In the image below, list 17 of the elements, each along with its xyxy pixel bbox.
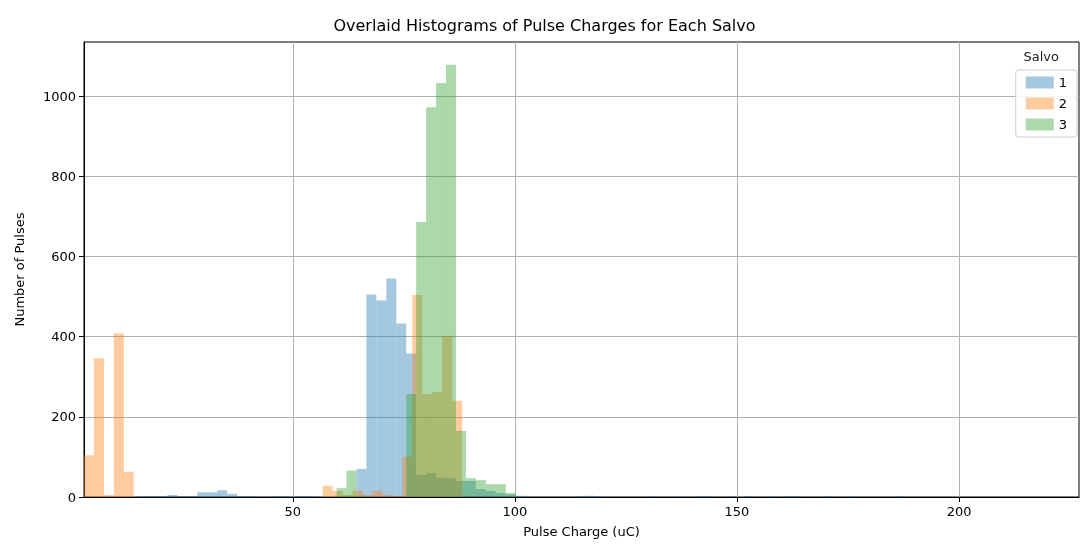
y-tick-label: 800: [51, 168, 76, 184]
legend-label: 3: [1058, 117, 1068, 132]
y-axis-title: Number of Pulses: [12, 212, 27, 327]
x-tick-label: 200: [946, 504, 972, 519]
x-tick-label: 50: [284, 504, 302, 519]
legend-title: Salvo: [1023, 49, 1060, 64]
x-tick-label: 100: [502, 504, 528, 519]
x-tick-label: 150: [724, 504, 750, 519]
y-tick-label: 400: [51, 329, 76, 345]
y-tick-label: 0: [67, 489, 76, 505]
y-tick-label: 1000: [42, 88, 76, 104]
x-axis-title: Pulse Charge (uC): [523, 524, 640, 539]
legend-label: 2: [1058, 96, 1068, 111]
y-tick-label: 600: [51, 248, 76, 264]
y-tick-label: 200: [51, 409, 76, 425]
chart-title: Overlaid Histograms of Pulse Charges for Each Salvo: [333, 15, 756, 35]
legend-label: 1: [1058, 75, 1068, 90]
